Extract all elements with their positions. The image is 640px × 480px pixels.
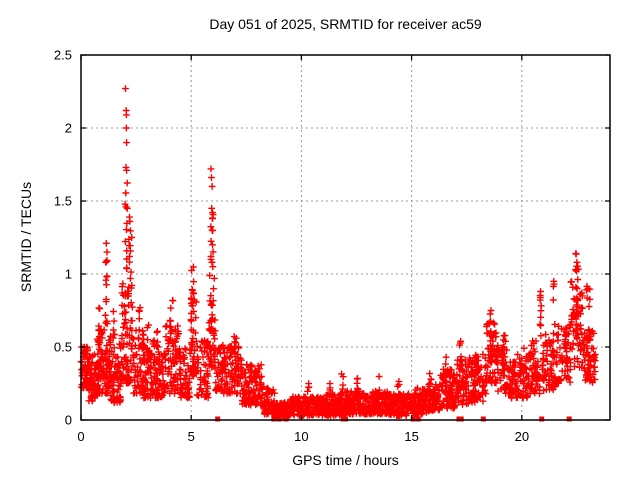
axis-ticks — [80, 54, 610, 421]
zero-value-marker — [410, 416, 416, 422]
x-tick-label: 5 — [187, 429, 195, 444]
chart-title: Day 051 of 2025, SRMTID for receiver ac5… — [209, 16, 482, 32]
x-tick-label: 10 — [294, 429, 309, 444]
x-tick-label: 0 — [77, 429, 85, 444]
y-tick-label: 2.5 — [53, 47, 72, 63]
zero-value-marker — [215, 416, 221, 422]
zero-value-marker — [276, 416, 282, 422]
y-tick-label: 1 — [64, 266, 72, 282]
zero-value-marker — [566, 416, 572, 422]
zero-value-marker — [539, 416, 545, 422]
zero-value-marker — [283, 416, 289, 422]
y-tick-label: 0 — [64, 412, 72, 428]
plot-border — [80, 54, 611, 421]
x-tick-label: 20 — [514, 429, 530, 444]
zero-value-marker — [415, 416, 421, 422]
zero-value-marker — [271, 416, 277, 422]
zero-value-marker — [343, 416, 348, 422]
y-tick-label: 2 — [64, 120, 72, 136]
x-tick-label: 15 — [404, 429, 419, 444]
x-axis-label: GPS time / hours — [292, 452, 399, 468]
y-tick-label: 0.5 — [53, 339, 72, 355]
zero-value-marker — [458, 416, 464, 422]
scatter-points — [77, 85, 599, 421]
zero-value-marker — [480, 416, 486, 422]
y-tick-label: 1.5 — [53, 193, 72, 209]
